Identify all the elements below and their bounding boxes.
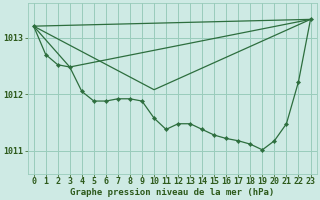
X-axis label: Graphe pression niveau de la mer (hPa): Graphe pression niveau de la mer (hPa) bbox=[70, 188, 274, 197]
